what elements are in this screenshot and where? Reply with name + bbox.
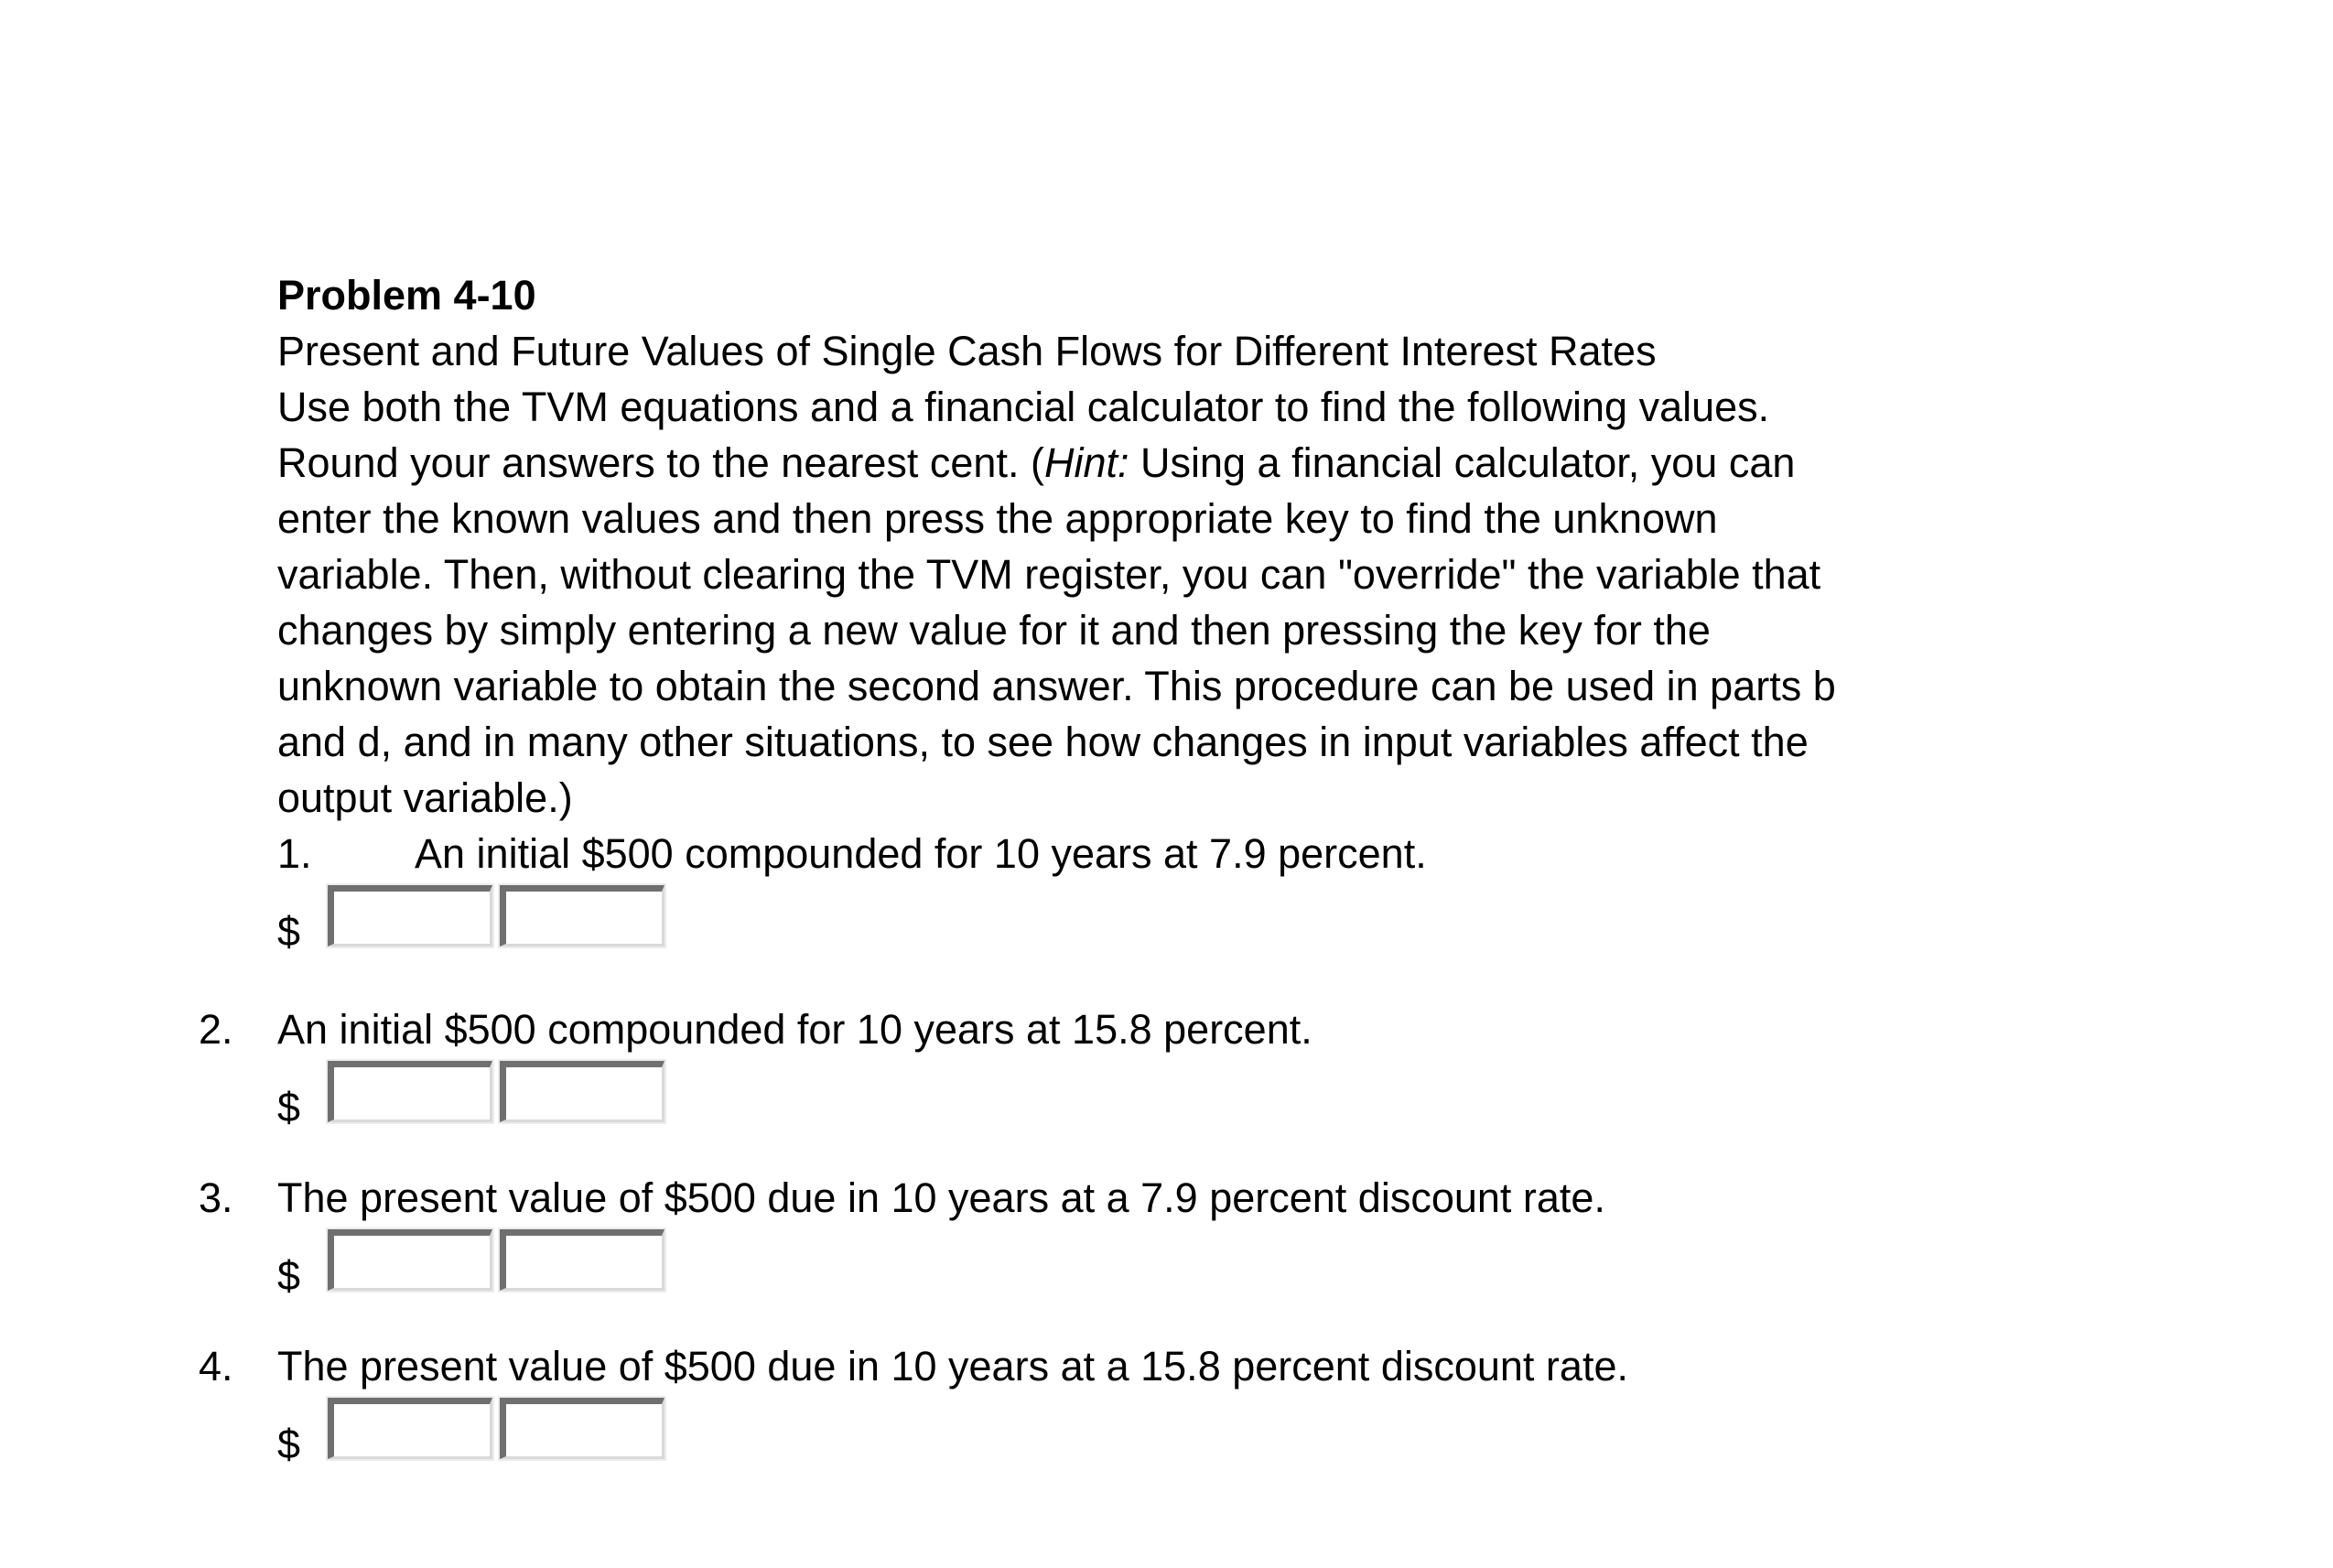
item-number: 1. <box>277 830 312 877</box>
hint-label: Hint: <box>1043 439 1129 486</box>
problem-item-1: 1. An initial $500 compounded for 10 year… <box>277 826 2333 959</box>
item-text: The present value of $500 due in 10 year… <box>277 1343 1628 1390</box>
item-number: 4. <box>199 1343 233 1390</box>
item-number: 3. <box>199 1174 233 1221</box>
item-text: An initial $500 compounded for 10 years … <box>415 830 1427 877</box>
instructions-hint-line: Round your answers to the nearest cent. … <box>277 435 2333 491</box>
item-line: 1. An initial $500 compounded for 10 year… <box>277 826 2333 881</box>
instructions-line: output variable.) <box>277 774 573 821</box>
answer-input-2a[interactable] <box>328 1061 492 1122</box>
answer-input-2b[interactable] <box>500 1061 664 1122</box>
problem-item-4: 4. The present value of $500 due in 10 ye… <box>199 1338 2333 1472</box>
answer-input-4b[interactable] <box>500 1398 664 1459</box>
hint-pre-text: Round your answers to the nearest cent. … <box>277 439 1044 486</box>
currency-symbol: $ <box>277 1252 301 1299</box>
item-text: The present value of $500 due in 10 year… <box>277 1174 1605 1221</box>
problem-subtitle: Present and Future Values of Single Cash… <box>277 328 1657 374</box>
answer-input-1a[interactable] <box>328 885 492 946</box>
hint-post-text: Using a financial calculator, you can <box>1129 439 1796 486</box>
answer-row-3: $ <box>277 1229 2333 1303</box>
answer-input-3b[interactable] <box>500 1229 664 1291</box>
instructions-line: unknown variable to obtain the second an… <box>277 663 1836 709</box>
problem-statement: Problem 4-10 Present and Future Values o… <box>199 272 2333 1472</box>
instructions-line: and d, and in many other situations, to … <box>277 719 1809 765</box>
currency-symbol: $ <box>277 1084 301 1130</box>
answer-row-2: $ <box>277 1061 2333 1135</box>
item-line: 4. The present value of $500 due in 10 ye… <box>199 1338 2333 1394</box>
answer-input-4a[interactable] <box>328 1398 492 1459</box>
item-text: An initial $500 compounded for 10 years … <box>277 1006 1312 1053</box>
problem-item-2: 2. An initial $500 compounded for 10 year… <box>199 1001 2333 1135</box>
item-number: 2. <box>199 1006 233 1053</box>
problem-item-3: 3. The present value of $500 due in 10 ye… <box>199 1170 2333 1303</box>
instructions-line: enter the known values and then press th… <box>277 495 1718 542</box>
item-line: 2. An initial $500 compounded for 10 year… <box>199 1001 2333 1057</box>
instructions-line: changes by simply entering a new value f… <box>277 607 1711 654</box>
answer-input-3a[interactable] <box>328 1229 492 1291</box>
answer-input-1b[interactable] <box>500 885 664 946</box>
instructions-line: Use both the TVM equations and a financi… <box>277 384 1770 430</box>
answer-row-1: $ <box>277 885 2333 959</box>
answer-row-4: $ <box>277 1398 2333 1472</box>
instructions-line: variable. Then, without clearing the TVM… <box>277 551 1821 598</box>
currency-symbol: $ <box>277 1421 301 1467</box>
problem-title: Problem 4-10 <box>277 272 536 319</box>
item-line: 3. The present value of $500 due in 10 ye… <box>199 1170 2333 1226</box>
currency-symbol: $ <box>277 908 301 955</box>
